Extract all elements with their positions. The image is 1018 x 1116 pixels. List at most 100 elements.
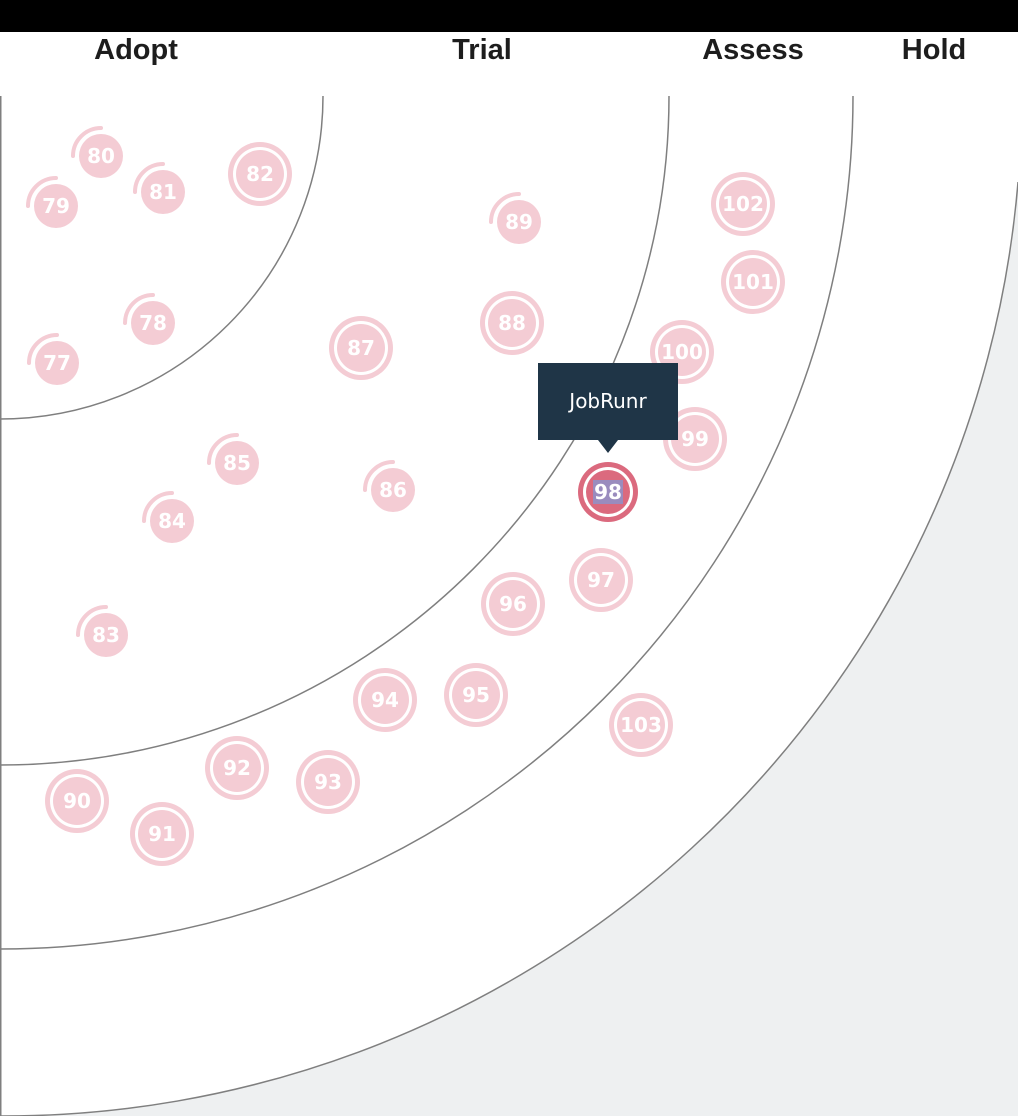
blip-inner: [236, 150, 284, 198]
blip-93[interactable]: 93: [296, 750, 360, 814]
blip-number: 96: [499, 592, 527, 616]
ring-assess-boundary: [0, 96, 854, 950]
blip-number: 101: [732, 270, 774, 294]
ring-label-assess: Assess: [702, 34, 804, 66]
blip-78[interactable]: 78: [123, 293, 175, 345]
blip-inner: [497, 200, 541, 244]
ring-trial-boundary: [0, 96, 670, 766]
blip-number: 95: [462, 683, 490, 707]
blip-number: 90: [63, 789, 91, 813]
blip-number: 83: [92, 623, 120, 647]
blip-number: 79: [42, 194, 70, 218]
blip-82[interactable]: 82: [228, 142, 292, 206]
blip-86[interactable]: 86: [363, 460, 415, 512]
top-bar: [0, 0, 1018, 32]
blip-selection: [593, 480, 623, 504]
blip-new-arc: [142, 491, 174, 523]
blip-number: 91: [148, 822, 176, 846]
radar-svg: 77 78 79 80 81 82 83 84 85 86 87 88 89 90 91 92 93 94 95 96…: [0, 96, 1018, 1116]
blip-number: 99: [681, 427, 709, 451]
blip-number: 88: [498, 311, 526, 335]
blip-new-arc: [27, 333, 59, 365]
blip-94[interactable]: 94: [353, 668, 417, 732]
blip-inner: [34, 184, 78, 228]
blip-new-arc: [489, 192, 521, 224]
blip-inner: [361, 676, 409, 724]
blip-inner: [729, 258, 777, 306]
blip-inner: [150, 499, 194, 543]
blip-inner: [337, 324, 385, 372]
blip-number: 89: [505, 210, 533, 234]
blip-88[interactable]: 88: [480, 291, 544, 355]
blip-inner: [452, 671, 500, 719]
blip-81[interactable]: 81: [133, 162, 185, 214]
blip-number: 92: [223, 756, 251, 780]
blip-inner: [79, 134, 123, 178]
blip-number: 86: [379, 478, 407, 502]
blip-102[interactable]: 102: [711, 172, 775, 236]
blip-number: 82: [246, 162, 274, 186]
blip-inner: [213, 744, 261, 792]
blip-inner: [53, 777, 101, 825]
blip-new-arc: [123, 293, 155, 325]
blip-101[interactable]: 101: [721, 250, 785, 314]
blip-inner: [577, 556, 625, 604]
blip-number: 103: [620, 713, 662, 737]
blip-79[interactable]: 79: [26, 176, 78, 228]
blip-new-arc: [363, 460, 395, 492]
blip-inner: [489, 580, 537, 628]
blip-number: 94: [371, 688, 399, 712]
blip-new-arc: [76, 605, 108, 637]
ring-label-trial: Trial: [452, 34, 512, 66]
blip-number: 85: [223, 451, 251, 475]
blip-number: 77: [43, 351, 71, 375]
blip-inner: [215, 441, 259, 485]
blip-inner: [671, 415, 719, 463]
blip-inner: [141, 170, 185, 214]
ring-hold-boundary: [0, 181, 1018, 1116]
blip-85[interactable]: 85: [207, 433, 259, 485]
blip-inner: [304, 758, 352, 806]
blip-number: 102: [722, 192, 764, 216]
blip-number: 84: [158, 509, 186, 533]
ring-label-adopt: Adopt: [94, 34, 178, 66]
blip-77[interactable]: 77: [27, 333, 79, 385]
blip-80[interactable]: 80: [71, 126, 123, 178]
blip-96[interactable]: 96: [481, 572, 545, 636]
blip-89[interactable]: 89: [489, 192, 541, 244]
ring-adopt-boundary: [0, 96, 324, 420]
blip-98[interactable]: 98: [578, 462, 638, 522]
blip-number: 93: [314, 770, 342, 794]
blip-new-arc: [133, 162, 165, 194]
blip-95[interactable]: 95: [444, 663, 508, 727]
blip-84[interactable]: 84: [142, 491, 194, 543]
blip-new-arc: [71, 126, 103, 158]
blip-83[interactable]: 83: [76, 605, 128, 657]
ring-label-hold: Hold: [901, 34, 967, 66]
blip-new-arc: [207, 433, 239, 465]
blip-inner: [138, 810, 186, 858]
blips-layer: 77 78 79 80 81 82 83 84 85 86 87 88 89 90 91 92 93 94 95 96…: [26, 126, 785, 866]
blip-inner: [371, 468, 415, 512]
blip-number: 87: [347, 336, 375, 360]
tooltip-arrow: [598, 440, 618, 453]
blip-87[interactable]: 87: [329, 316, 393, 380]
blip-number: 80: [87, 144, 115, 168]
blip-number: 100: [661, 340, 703, 364]
blip-91[interactable]: 91: [130, 802, 194, 866]
blip-inner: [35, 341, 79, 385]
radar-quadrant: 77 78 79 80 81 82 83 84 85 86 87 88 89 90 91 92 93 94 95 96…: [0, 96, 1018, 1116]
blip-inner: [84, 613, 128, 657]
blip-number: 97: [587, 568, 615, 592]
blip-new-arc: [26, 176, 58, 208]
blip-number: 78: [139, 311, 167, 335]
blip-103[interactable]: 103: [609, 693, 673, 757]
blip-number: 81: [149, 180, 177, 204]
blip-tooltip: JobRunr: [538, 363, 678, 440]
blip-99[interactable]: 99: [663, 407, 727, 471]
blip-number: 98: [594, 480, 622, 504]
blip-90[interactable]: 90: [45, 769, 109, 833]
blip-97[interactable]: 97: [569, 548, 633, 612]
blip-92[interactable]: 92: [205, 736, 269, 800]
blip-inner: [488, 299, 536, 347]
